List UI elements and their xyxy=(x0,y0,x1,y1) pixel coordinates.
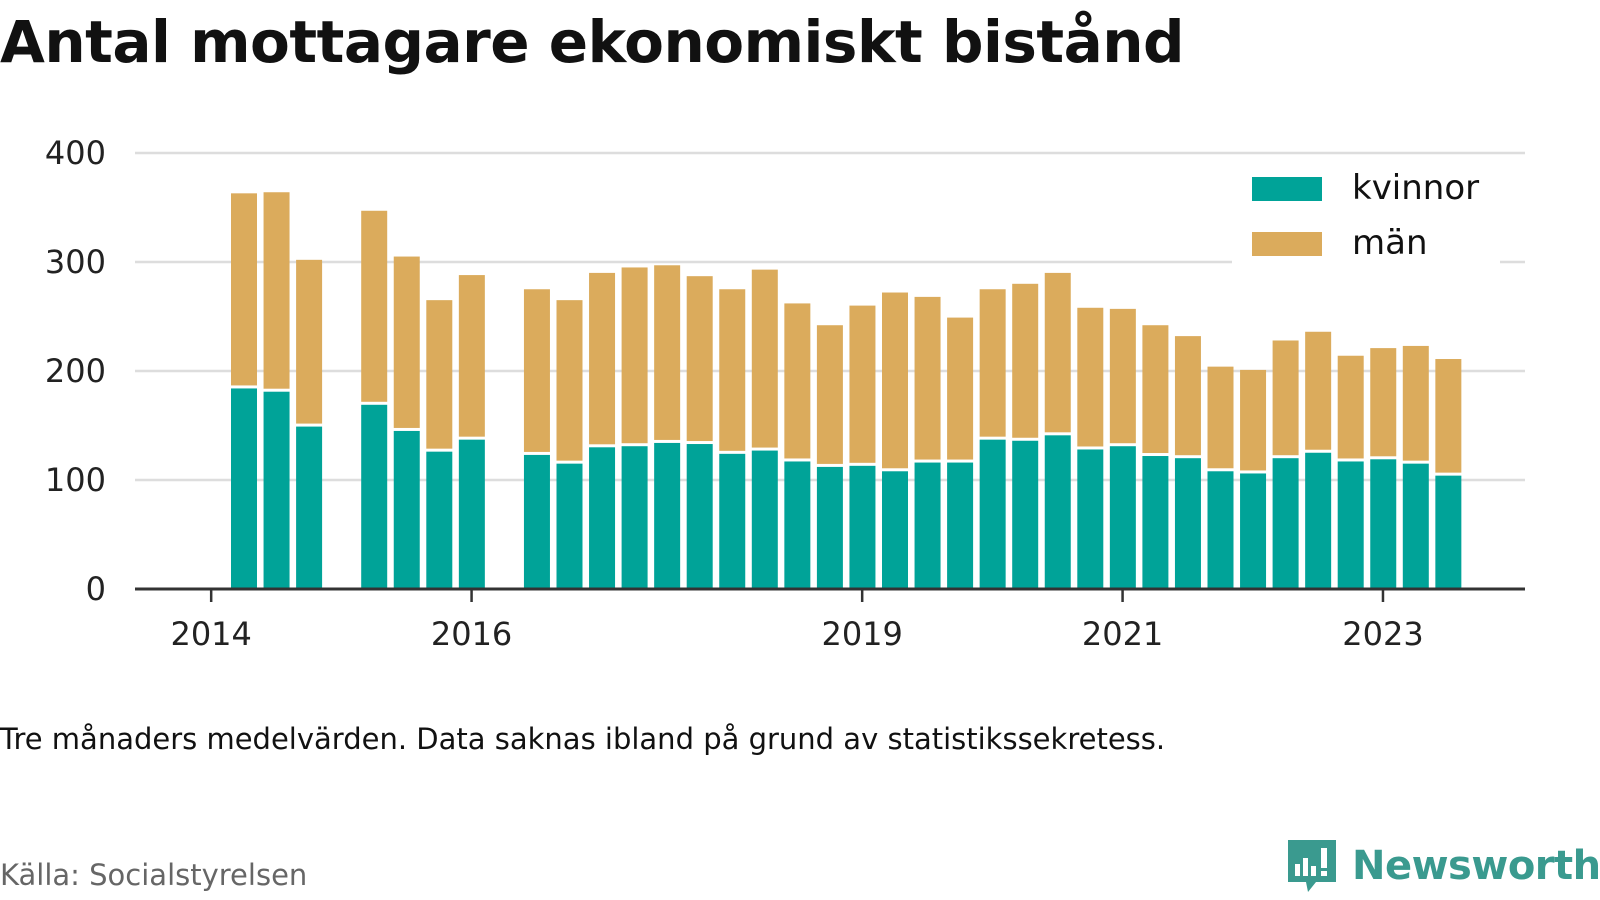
bar-kvinnor xyxy=(719,453,746,589)
bar-man xyxy=(1142,325,1169,454)
bar-kvinnor xyxy=(296,426,323,589)
bar-man xyxy=(361,210,388,402)
bar-man xyxy=(1044,272,1071,433)
bar-man xyxy=(1435,359,1462,473)
bar-man xyxy=(849,305,876,463)
bar-kvinnor xyxy=(1207,471,1234,589)
bar-kvinnor xyxy=(361,404,388,589)
x-axis-ticks: 2014 2016 2019 2021 2023 xyxy=(170,589,1424,653)
bar-kvinnor xyxy=(1272,458,1299,589)
bar-man xyxy=(231,193,257,386)
bar-man xyxy=(979,289,1006,437)
y-axis-ticks: 0 100 200 300 400 xyxy=(45,134,106,608)
bar-man xyxy=(1207,366,1234,469)
chart-title: Antal mottagare ekonomiskt bistånd xyxy=(0,8,1185,76)
bar-man xyxy=(1272,340,1299,456)
bar-man xyxy=(1305,331,1332,450)
bar-kvinnor xyxy=(1435,475,1462,589)
legend-label-kvinnor: kvinnor xyxy=(1352,168,1479,208)
legend-swatch-man xyxy=(1252,232,1322,256)
bar-kvinnor xyxy=(686,444,713,589)
x-tick-label: 2023 xyxy=(1342,615,1423,653)
bar-kvinnor xyxy=(393,430,420,589)
bar-kvinnor xyxy=(263,391,290,589)
bar-kvinnor xyxy=(1012,440,1039,589)
bar-man xyxy=(426,300,453,449)
source-credit: Källa: Socialstyrelsen xyxy=(0,858,308,892)
bar-kvinnor xyxy=(1305,452,1332,589)
bar-kvinnor xyxy=(816,466,843,589)
bar-man xyxy=(393,256,420,428)
bar-kvinnor xyxy=(458,439,485,589)
bar-kvinnor xyxy=(979,439,1006,589)
bar-man xyxy=(296,259,323,424)
bar-man xyxy=(1337,355,1364,459)
bar-man xyxy=(1077,307,1104,447)
bar-man xyxy=(589,272,616,445)
bar-man xyxy=(816,325,843,464)
bar-man xyxy=(882,292,908,469)
bar-kvinnor xyxy=(849,465,876,589)
bar-kvinnor xyxy=(231,388,257,589)
bar-man xyxy=(263,192,290,389)
bar-man xyxy=(556,300,583,461)
bar-man xyxy=(523,289,550,452)
bar-man xyxy=(784,303,811,459)
bar-man xyxy=(1402,345,1429,461)
bar-kvinnor xyxy=(1142,456,1169,589)
bar-man xyxy=(1370,348,1397,457)
bar-kvinnor xyxy=(751,450,778,589)
bar-kvinnor xyxy=(1044,435,1071,589)
bar-kvinnor xyxy=(621,446,648,589)
legend: kvinnor män xyxy=(1232,168,1500,266)
x-tick-label: 2021 xyxy=(1082,615,1163,653)
bar-man xyxy=(751,269,778,448)
bar-man xyxy=(1109,308,1136,444)
bars xyxy=(231,192,1462,589)
bar-kvinnor xyxy=(882,471,908,589)
chart-note: Tre månaders medelvärden. Data saknas ib… xyxy=(0,722,1166,756)
bar-man xyxy=(654,265,681,440)
bar-man xyxy=(458,275,485,437)
bar-man xyxy=(1240,369,1267,471)
bar-man xyxy=(1174,336,1201,456)
bar-kvinnor xyxy=(784,461,811,589)
y-tick-label: 0 xyxy=(86,570,106,608)
bar-kvinnor xyxy=(1370,459,1397,589)
bar-kvinnor xyxy=(947,462,974,589)
bar-kvinnor xyxy=(523,454,550,589)
newsworthy-logo-icon xyxy=(1288,840,1336,892)
legend-swatch-kvinnor xyxy=(1252,177,1322,201)
bar-kvinnor xyxy=(426,451,453,589)
bar-kvinnor xyxy=(914,462,941,589)
bar-man xyxy=(621,267,648,444)
bar-man xyxy=(1012,283,1039,438)
bar-kvinnor xyxy=(654,442,681,589)
y-tick-label: 300 xyxy=(45,243,106,281)
bar-kvinnor xyxy=(1240,473,1267,589)
x-tick-label: 2014 xyxy=(170,615,251,653)
bar-kvinnor xyxy=(1077,449,1104,589)
bar-man xyxy=(719,289,746,451)
bar-chart: 0 100 200 300 400 2014 2016 2019 2021 2023 kvinn… xyxy=(45,134,1525,653)
y-tick-label: 200 xyxy=(45,352,106,390)
x-tick-label: 2016 xyxy=(431,615,512,653)
y-tick-label: 100 xyxy=(45,461,106,499)
bar-kvinnor xyxy=(1402,463,1429,589)
bar-man xyxy=(947,317,974,460)
bar-man xyxy=(914,296,941,460)
bar-kvinnor xyxy=(1109,446,1136,589)
bar-kvinnor xyxy=(1174,458,1201,589)
bar-kvinnor xyxy=(1337,461,1364,589)
y-tick-label: 400 xyxy=(45,134,106,172)
legend-label-man: män xyxy=(1352,223,1428,263)
bar-man xyxy=(686,276,713,442)
x-tick-label: 2019 xyxy=(821,615,902,653)
brand-logo: Newsworthy xyxy=(1286,838,1600,894)
brand-name: Newsworthy xyxy=(1352,843,1600,889)
bar-kvinnor xyxy=(556,463,583,589)
bar-kvinnor xyxy=(589,447,616,589)
